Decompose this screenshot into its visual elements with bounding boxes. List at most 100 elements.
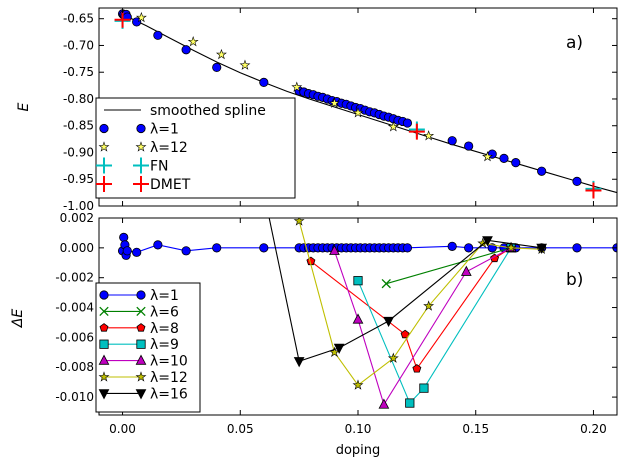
panel-a--1-point [572, 176, 582, 186]
legend-marker-swatch [96, 176, 112, 192]
panel-b--12-point [293, 218, 305, 226]
panel-a-dmet-point [585, 182, 602, 199]
legend-marker-swatch [99, 323, 109, 332]
y-tick-label: -0.004 [55, 301, 94, 315]
panel-a--12-point [291, 81, 303, 92]
legend-marker-swatch [99, 290, 109, 300]
x-axis-label: doping [336, 443, 381, 457]
panel-b--12-point [423, 300, 435, 311]
y-tick-label: -0.70 [63, 38, 94, 52]
y-tick-label: -0.80 [63, 92, 94, 106]
panel-a-legend-item: smoothed spline [104, 103, 266, 119]
panel-b: 0.002 0.000 -0.002 -0.004 -0.006 -0.008 -0.010… [10, 211, 618, 416]
legend-marker-swatch [135, 141, 147, 152]
panel-b--16-point [482, 236, 493, 247]
legend-marker-swatch [133, 176, 149, 192]
y-tick-label: -0.95 [63, 172, 94, 186]
legend-label: λ=16 [150, 386, 188, 402]
panel-b--9-point [419, 383, 429, 393]
panel-a--12-point [135, 11, 147, 23]
panel-b-ylabel: ΔE [10, 309, 26, 329]
panel-a--1-point [499, 153, 509, 163]
panel-a-legend: smoothed spline λ=1 λ=12 FN DMET [95, 97, 296, 199]
panel-a--12-point [187, 35, 199, 47]
panel-b--1-point [153, 240, 163, 250]
panel-a--12-point [482, 151, 493, 162]
panel-b--1-point [132, 247, 142, 257]
legend-marker-swatch [135, 389, 147, 400]
y-tick-label: -0.75 [63, 65, 94, 79]
panel-a--1-point [447, 136, 457, 146]
x-tick-label: 0.15 [462, 422, 489, 436]
panel-b--1-point [259, 243, 269, 253]
y-tick-label: -0.010 [55, 390, 94, 404]
y-tick-label: 0.002 [60, 211, 94, 225]
panel-b--8-point [400, 329, 410, 339]
panel-b--12-line [298, 220, 542, 386]
legend-marker-swatch [136, 339, 146, 349]
panel-a--12-point [423, 130, 435, 141]
panel-a-smoothed-spline-line [122, 13, 617, 194]
panel-a--1-point [181, 45, 191, 55]
panel-a--12-point [329, 97, 340, 108]
panel-a-dmet-point [408, 123, 425, 140]
panel-b--9-line [357, 247, 512, 405]
panel-a-legend-item: λ=12 [98, 140, 188, 156]
legend-marker-swatch [136, 290, 146, 300]
y-tick-label: -0.65 [63, 12, 94, 26]
legend-label: λ=1 [150, 122, 179, 138]
panel-b--16-point [333, 343, 345, 354]
panel-a--1-point [464, 141, 474, 151]
y-tick-label: -0.85 [63, 119, 94, 133]
panel-b-label: b) [566, 270, 583, 290]
legend-label: λ=8 [150, 321, 179, 337]
panel-b--1-point [122, 246, 132, 256]
legend-marker-swatch [98, 389, 110, 400]
legend-label: λ=6 [150, 304, 179, 320]
panel-b--9-point [405, 398, 415, 408]
panel-b--1-point [402, 243, 413, 253]
legend-label: λ=10 [150, 354, 188, 370]
panel-b--10-line [333, 247, 512, 406]
panel-b--1-point [212, 243, 222, 253]
panel-a--1-series [117, 9, 582, 186]
panel-b-legend-item: λ=10 [98, 354, 188, 370]
panel-b--10-point [460, 265, 472, 276]
panel-a--1-point [153, 30, 163, 40]
panel-b-legend-item: λ=1 [99, 288, 179, 304]
panel-b-legend-item: λ=12 [98, 370, 188, 386]
panel-a-smoothed-spline-series [122, 13, 617, 194]
panel-a--1-point [402, 118, 413, 128]
panel-a--1-point [212, 62, 222, 73]
panel-b--8-point [412, 364, 422, 373]
x-tick-label: 0.05 [227, 422, 254, 436]
panel-b--1-point [572, 243, 582, 253]
legend-marker-swatch [136, 306, 146, 317]
panel-b-legend-item: λ=16 [98, 386, 188, 402]
panel-b--1-point [464, 243, 474, 253]
legend-marker-swatch [135, 354, 147, 365]
legend-marker-swatch [98, 354, 110, 365]
panel-b--8-line [310, 247, 512, 370]
y-tick-label: -1.00 [63, 199, 94, 213]
panel-a--12-series [135, 11, 493, 162]
panel-a-ylabel: E [16, 102, 32, 111]
panel-b--12-point [387, 352, 399, 363]
panel-b--1-point [119, 232, 129, 243]
y-tick-label: 0.000 [60, 241, 94, 255]
legend-marker-swatch [136, 123, 146, 134]
panel-a--1-point [132, 17, 142, 27]
panel-a-dmet-point [114, 11, 131, 28]
panel-b--12-point [505, 242, 517, 253]
panel-b-legend-box [95, 282, 201, 413]
panel-b--10-point [352, 313, 364, 324]
legend-label: λ=1 [150, 288, 179, 304]
legend-label: DMET [150, 177, 191, 193]
panel-a-legend-item: FN [96, 157, 169, 175]
panel-a--12-point [352, 107, 364, 118]
panel-b--16-series [268, 218, 548, 368]
panel-b-legend-item: λ=8 [99, 321, 179, 337]
panel-b--12-series [293, 218, 548, 390]
x-tick-label: 0.10 [345, 422, 372, 436]
